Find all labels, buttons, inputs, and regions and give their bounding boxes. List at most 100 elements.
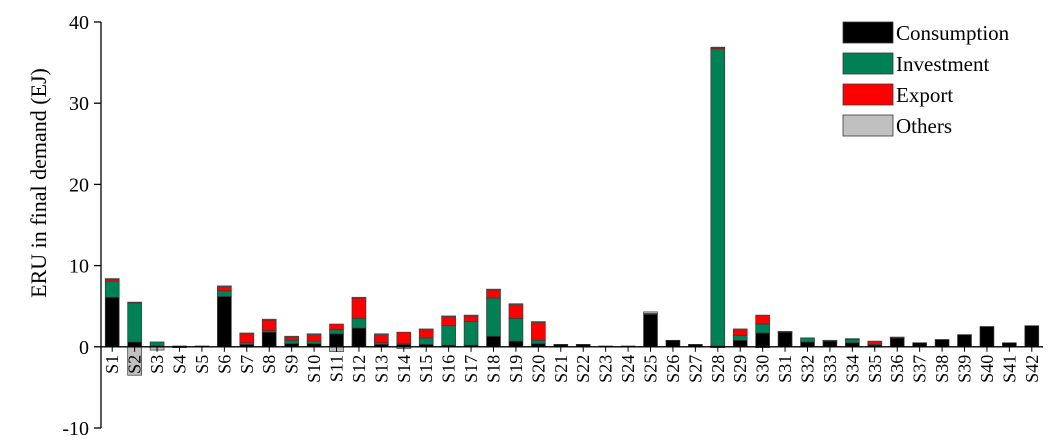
- bar-S19-investment: [508, 318, 524, 342]
- bar-S34-export: [845, 338, 860, 340]
- bar-S15-export: [418, 329, 434, 339]
- x-tick-label: S3: [147, 355, 167, 374]
- bar-S7-others: [239, 332, 255, 335]
- bar-S32-investment: [800, 337, 815, 343]
- x-tick-label: S12: [349, 355, 369, 383]
- bar-S15-others: [418, 328, 434, 331]
- bar-S25-others: [643, 311, 658, 314]
- bar-S16-export: [441, 316, 456, 327]
- bar-S6-others: [217, 285, 232, 288]
- x-tick-label: S37: [910, 355, 930, 383]
- bar-S18-consumption: [486, 335, 501, 348]
- legend: Consumption Investment Export Others: [842, 21, 1010, 138]
- bar-S19-consumption: [508, 340, 524, 348]
- x-tick-label: S39: [955, 355, 975, 383]
- bar-S29-consumption: [732, 339, 748, 348]
- x-tick-label: S34: [842, 355, 862, 383]
- x-tick-label: S22: [573, 355, 593, 383]
- bar-S20-investment: [531, 339, 546, 344]
- x-tick-label: S2: [125, 355, 145, 374]
- bar-S6-export: [217, 286, 232, 292]
- bar-S1-investment: [104, 280, 120, 298]
- bar-S8-export: [261, 319, 277, 331]
- bar-S9-export: [284, 336, 299, 341]
- bar-S18-others: [486, 288, 501, 291]
- bar-S36-investment: [889, 336, 905, 339]
- x-tick-label: S40: [977, 355, 997, 383]
- bar-S28-investment: [710, 48, 726, 347]
- bar-S1-others: [104, 278, 120, 280]
- x-tick-label: S33: [820, 355, 840, 383]
- bar-S8-consumption: [261, 331, 277, 348]
- x-tick-label: S6: [214, 355, 234, 374]
- y-tick-label: -10: [62, 418, 89, 440]
- bar-S17-export: [463, 315, 479, 322]
- x-tick-label: S27: [685, 355, 705, 383]
- x-tick-label: S42: [1022, 355, 1042, 383]
- bar-S31-consumption: [777, 331, 793, 348]
- bar-S20-others: [531, 321, 546, 323]
- x-tick-label: S5: [192, 355, 212, 374]
- bar-S13-others: [374, 333, 389, 335]
- x-tick-label: S13: [371, 355, 391, 383]
- x-tick-label: S8: [259, 355, 279, 374]
- bar-S42-consumption: [1024, 325, 1040, 348]
- bar-S28-export: [710, 46, 726, 50]
- bar-S40-consumption: [979, 326, 995, 348]
- x-tick-label: S23: [596, 355, 616, 383]
- bar-S16-others: [441, 315, 456, 318]
- bar-S8-others: [261, 318, 277, 321]
- x-tick-label: S17: [461, 355, 481, 383]
- bar-S30-investment: [755, 323, 770, 334]
- bar-S1-consumption: [104, 296, 120, 348]
- x-tick-label: S10: [304, 355, 324, 383]
- bar-S29-investment: [732, 335, 748, 341]
- bar-S13-export: [374, 334, 389, 344]
- bar-S2-investment: [127, 302, 142, 343]
- x-tick-label: S31: [775, 355, 795, 383]
- x-tick-label: S35: [865, 355, 885, 383]
- x-tick-label: S1: [102, 355, 122, 374]
- bar-S17-others: [463, 314, 479, 317]
- legend-label-consumption: Consumption: [896, 21, 1010, 45]
- bar-S20-export: [531, 322, 546, 341]
- x-tick-label: S18: [484, 355, 504, 383]
- bar-S9-investment: [284, 339, 299, 344]
- x-tick-label: S41: [999, 355, 1019, 383]
- bar-S25-consumption: [643, 313, 658, 348]
- legend-swatch-investment: [842, 52, 894, 75]
- bar-S11-export: [329, 323, 344, 331]
- bar-S32-consumption: [800, 341, 815, 348]
- bar-S12-investment: [351, 318, 367, 329]
- legend-swatch-consumption: [842, 21, 894, 44]
- x-tick-label: S32: [798, 355, 818, 383]
- bar-S35-export: [867, 340, 883, 345]
- y-tick-label: 40: [69, 12, 89, 34]
- legend-label-investment: Investment: [896, 52, 989, 76]
- x-tick-label: S7: [237, 355, 257, 374]
- bar-S34-investment: [845, 339, 860, 344]
- y-tick-label: 0: [79, 337, 89, 359]
- legend-label-others: Others: [896, 114, 952, 138]
- y-tick-label: 20: [69, 174, 89, 196]
- bar-S31-investment: [777, 331, 793, 333]
- bar-S30-consumption: [755, 332, 770, 348]
- y-tick-label: 10: [69, 256, 89, 278]
- x-tick-label: S28: [708, 355, 728, 383]
- x-tick-label: S16: [439, 355, 459, 383]
- bar-S19-others: [508, 303, 524, 305]
- bar-S6-consumption: [217, 296, 232, 348]
- legend-label-export: Export: [896, 83, 953, 107]
- x-tick-label: S19: [506, 355, 526, 383]
- bar-S39-consumption: [957, 334, 972, 348]
- bar-S18-investment: [486, 297, 501, 337]
- bar-S12-export: [351, 297, 367, 319]
- bar-S3-investment: [149, 341, 165, 347]
- bar-S7-export: [239, 333, 255, 344]
- bar-S10-investment: [306, 340, 322, 344]
- bar-S26-consumption: [665, 339, 681, 348]
- bar-S9-others: [284, 335, 299, 338]
- bar-S19-export: [508, 304, 524, 319]
- bar-S33-consumption: [822, 340, 838, 348]
